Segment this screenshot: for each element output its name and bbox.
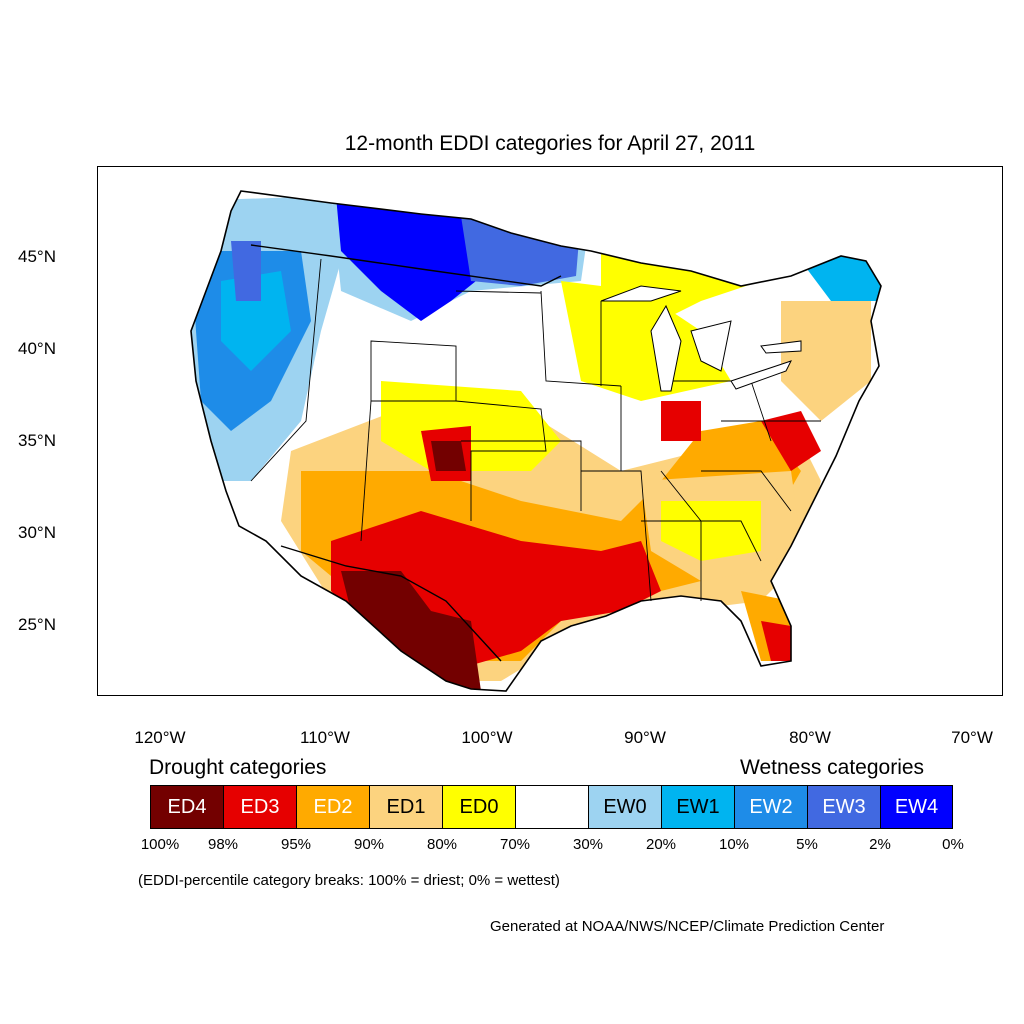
legend-box-ew2: EW2 (734, 785, 807, 829)
percentile-label: 20% (645, 836, 677, 853)
credit-line: Generated at NOAA/NWS/NCEP/Climate Predi… (490, 918, 885, 935)
legend-box-ed4: ED4 (150, 785, 223, 829)
lon-label-90: 90°W (624, 728, 666, 747)
legend-box-ed3: ED3 (223, 785, 296, 829)
legend-box-ed1: ED1 (369, 785, 442, 829)
lon-label-120: 120°W (134, 728, 186, 747)
percentile-label: 70% (499, 836, 531, 853)
percentile-label: 95% (280, 836, 312, 853)
lon-label-110: 110°W (300, 728, 350, 747)
percentile-label: 5% (796, 836, 818, 853)
map-title: 12-month EDDI categories for April 27, 2… (344, 132, 756, 155)
wetness-heading: Wetness categories (740, 756, 925, 779)
lon-label-80: 80°W (789, 728, 831, 747)
legend-box-ew1: EW1 (661, 785, 734, 829)
legend-box-ew0: EW0 (588, 785, 661, 829)
lat-label-35: 35°N (18, 431, 56, 450)
percentile-label: 10% (718, 836, 750, 853)
percentile-label: 100% (140, 836, 180, 853)
lat-label-45: 45°N (18, 247, 56, 266)
category-note: (EDDI-percentile category breaks: 100% =… (138, 872, 560, 889)
percentile-label: 2% (869, 836, 891, 853)
legend-box-ed0: ED0 (442, 785, 515, 829)
lat-label-30: 30°N (18, 523, 56, 542)
percentile-label: 80% (426, 836, 458, 853)
lat-label-40: 40°N (18, 339, 56, 358)
percentile-label: 0% (942, 836, 964, 853)
eddi-map (97, 166, 1003, 696)
legend-box-ew3: EW3 (807, 785, 880, 829)
lon-label-100: 100°W (461, 728, 513, 747)
lat-label-25: 25°N (18, 615, 56, 634)
legend-box-ed2: ED2 (296, 785, 369, 829)
percentile-label: 98% (207, 836, 239, 853)
lon-label-70: 70°W (951, 728, 993, 747)
drought-heading: Drought categories (149, 756, 327, 779)
percentile-label: 90% (353, 836, 385, 853)
legend-bar: ED4 ED3 ED2 ED1 ED0 EW0 EW1 EW2 EW3 EW4 (150, 785, 953, 829)
legend-box-ew4: EW4 (880, 785, 953, 829)
map-canvas (190, 190, 882, 692)
legend-box-normal (515, 785, 588, 829)
percentile-label: 30% (572, 836, 604, 853)
